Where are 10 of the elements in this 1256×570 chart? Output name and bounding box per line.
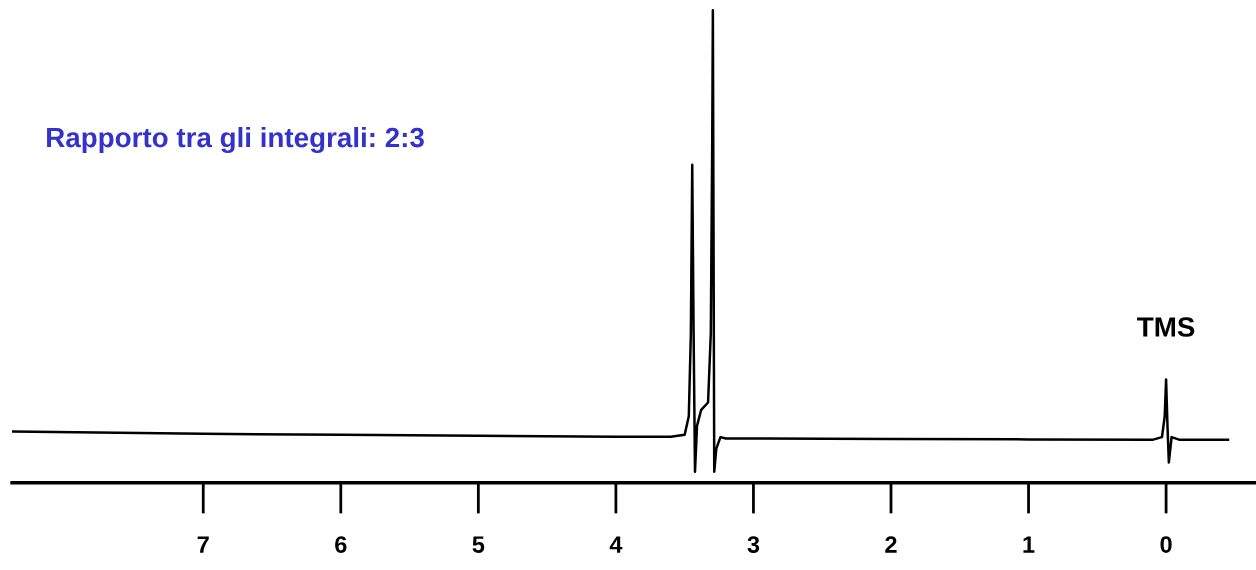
x-tick-label: 7 bbox=[197, 536, 209, 553]
x-tick-label: 1 bbox=[1023, 536, 1035, 553]
x-tick-label: 6 bbox=[335, 536, 347, 553]
x-tick-label: 5 bbox=[472, 536, 485, 553]
x-tick-label: 0 bbox=[1160, 536, 1172, 553]
annotation: Rapporto tra gli integrali: 2:3 bbox=[47, 126, 424, 154]
x-tick-label: 2 bbox=[885, 536, 897, 553]
annotation: TMS bbox=[1137, 317, 1195, 337]
x-tick-label: 3 bbox=[747, 536, 760, 553]
x-tick-label: 4 bbox=[609, 536, 623, 553]
